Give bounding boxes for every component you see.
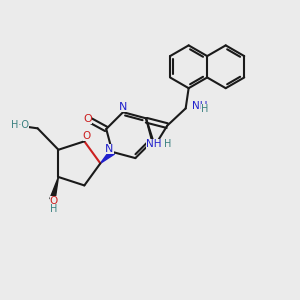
Text: O: O: [50, 196, 58, 206]
Text: N: N: [119, 102, 127, 112]
Polygon shape: [50, 177, 58, 200]
Polygon shape: [100, 150, 114, 164]
Text: NH: NH: [146, 140, 162, 149]
Text: O: O: [83, 114, 92, 124]
Text: O: O: [82, 131, 91, 141]
Text: N: N: [105, 144, 114, 154]
Text: NH: NH: [192, 101, 208, 111]
Text: H: H: [201, 104, 209, 114]
Text: H: H: [50, 204, 58, 214]
Text: H: H: [164, 140, 171, 149]
Text: H·O: H·O: [11, 120, 29, 130]
